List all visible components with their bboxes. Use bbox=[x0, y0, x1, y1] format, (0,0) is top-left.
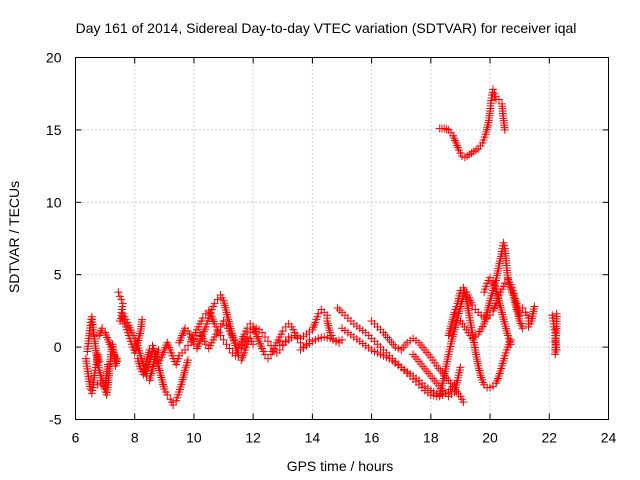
y-tick-label: -5 bbox=[49, 412, 62, 428]
series-track-t bbox=[456, 238, 527, 343]
data-point bbox=[278, 327, 287, 336]
data-point bbox=[530, 302, 539, 311]
y-tick-label: 15 bbox=[46, 122, 62, 138]
data-point bbox=[314, 309, 323, 318]
data-point bbox=[486, 273, 495, 282]
data-point bbox=[231, 338, 240, 347]
x-tick-labels: 6 8 10 12 14 16 18 20 22 24 bbox=[72, 430, 617, 446]
data-point bbox=[117, 295, 126, 304]
data-point bbox=[138, 315, 147, 324]
data-point bbox=[518, 304, 527, 313]
x-tick-label: 8 bbox=[131, 430, 139, 446]
x-tick-label: 6 bbox=[72, 430, 80, 446]
y-tick-label: 0 bbox=[54, 339, 62, 355]
data-point bbox=[201, 340, 210, 349]
data-point bbox=[442, 125, 451, 134]
data-point bbox=[163, 390, 172, 399]
data-point bbox=[98, 324, 107, 333]
x-tick-label: 24 bbox=[601, 430, 617, 446]
data-point bbox=[440, 124, 449, 133]
data-point bbox=[333, 304, 342, 313]
x-tick-label: 20 bbox=[482, 430, 498, 446]
series-track-h bbox=[142, 338, 184, 375]
x-tick-label: 12 bbox=[245, 430, 261, 446]
data-point bbox=[112, 357, 121, 366]
data-point bbox=[506, 340, 515, 349]
series-track-d bbox=[95, 324, 121, 366]
data-point bbox=[181, 345, 190, 354]
data-point bbox=[338, 335, 346, 344]
data-point bbox=[500, 125, 509, 134]
series-track-w bbox=[518, 302, 539, 331]
data-point bbox=[189, 335, 198, 344]
data-point bbox=[456, 363, 465, 372]
plot-frame bbox=[75, 57, 609, 420]
data-point bbox=[261, 332, 270, 341]
data-point bbox=[335, 306, 344, 315]
x-tick-label: 18 bbox=[423, 430, 439, 446]
data-points bbox=[81, 85, 561, 410]
data-point bbox=[249, 340, 258, 349]
data-point bbox=[219, 335, 228, 344]
data-point bbox=[494, 95, 503, 104]
data-point bbox=[210, 299, 219, 308]
x-tick-label: 14 bbox=[305, 430, 321, 446]
series-track-l bbox=[275, 305, 344, 349]
series-track-x bbox=[548, 309, 561, 359]
data-point bbox=[518, 324, 527, 333]
y-tick-label: 5 bbox=[54, 267, 62, 283]
data-point bbox=[258, 328, 267, 337]
x-tick-label: 22 bbox=[541, 430, 557, 446]
data-point bbox=[500, 279, 509, 288]
data-point bbox=[468, 301, 477, 310]
data-point bbox=[489, 85, 498, 94]
x-tick-label: 10 bbox=[186, 430, 202, 446]
data-point bbox=[459, 398, 468, 407]
y-tick-labels: -5 0 5 10 15 20 bbox=[46, 50, 62, 428]
data-point bbox=[225, 344, 234, 353]
data-point bbox=[184, 356, 193, 365]
data-point bbox=[263, 337, 272, 346]
data-point bbox=[198, 314, 207, 323]
data-point bbox=[552, 309, 561, 318]
series-track-u bbox=[480, 273, 515, 349]
data-point bbox=[219, 317, 228, 326]
y-tick-label: 20 bbox=[46, 50, 62, 66]
data-point bbox=[213, 295, 222, 304]
y-axis-label: SDTVAR / TECUs bbox=[6, 181, 22, 293]
series-track-a bbox=[81, 350, 104, 398]
data-point bbox=[184, 341, 193, 350]
series-track-s bbox=[444, 283, 515, 392]
series-track-m bbox=[296, 332, 346, 354]
chart-title: Day 161 of 2014, Sidereal Day-to-day VTE… bbox=[76, 20, 577, 36]
data-point bbox=[216, 331, 225, 340]
y-tick-label: 10 bbox=[46, 194, 62, 210]
data-point bbox=[169, 401, 178, 410]
series-track-f bbox=[115, 309, 163, 385]
data-point bbox=[213, 327, 222, 336]
data-point bbox=[222, 340, 231, 349]
x-axis-label: GPS time / hours bbox=[287, 458, 394, 474]
data-point bbox=[275, 345, 284, 354]
data-point bbox=[243, 324, 252, 333]
data-point bbox=[114, 288, 123, 297]
grid-lines bbox=[75, 57, 609, 420]
data-point bbox=[263, 354, 272, 363]
x-tick-label: 16 bbox=[364, 430, 380, 446]
series-track-v bbox=[435, 85, 509, 162]
axis-ticks bbox=[75, 57, 609, 420]
